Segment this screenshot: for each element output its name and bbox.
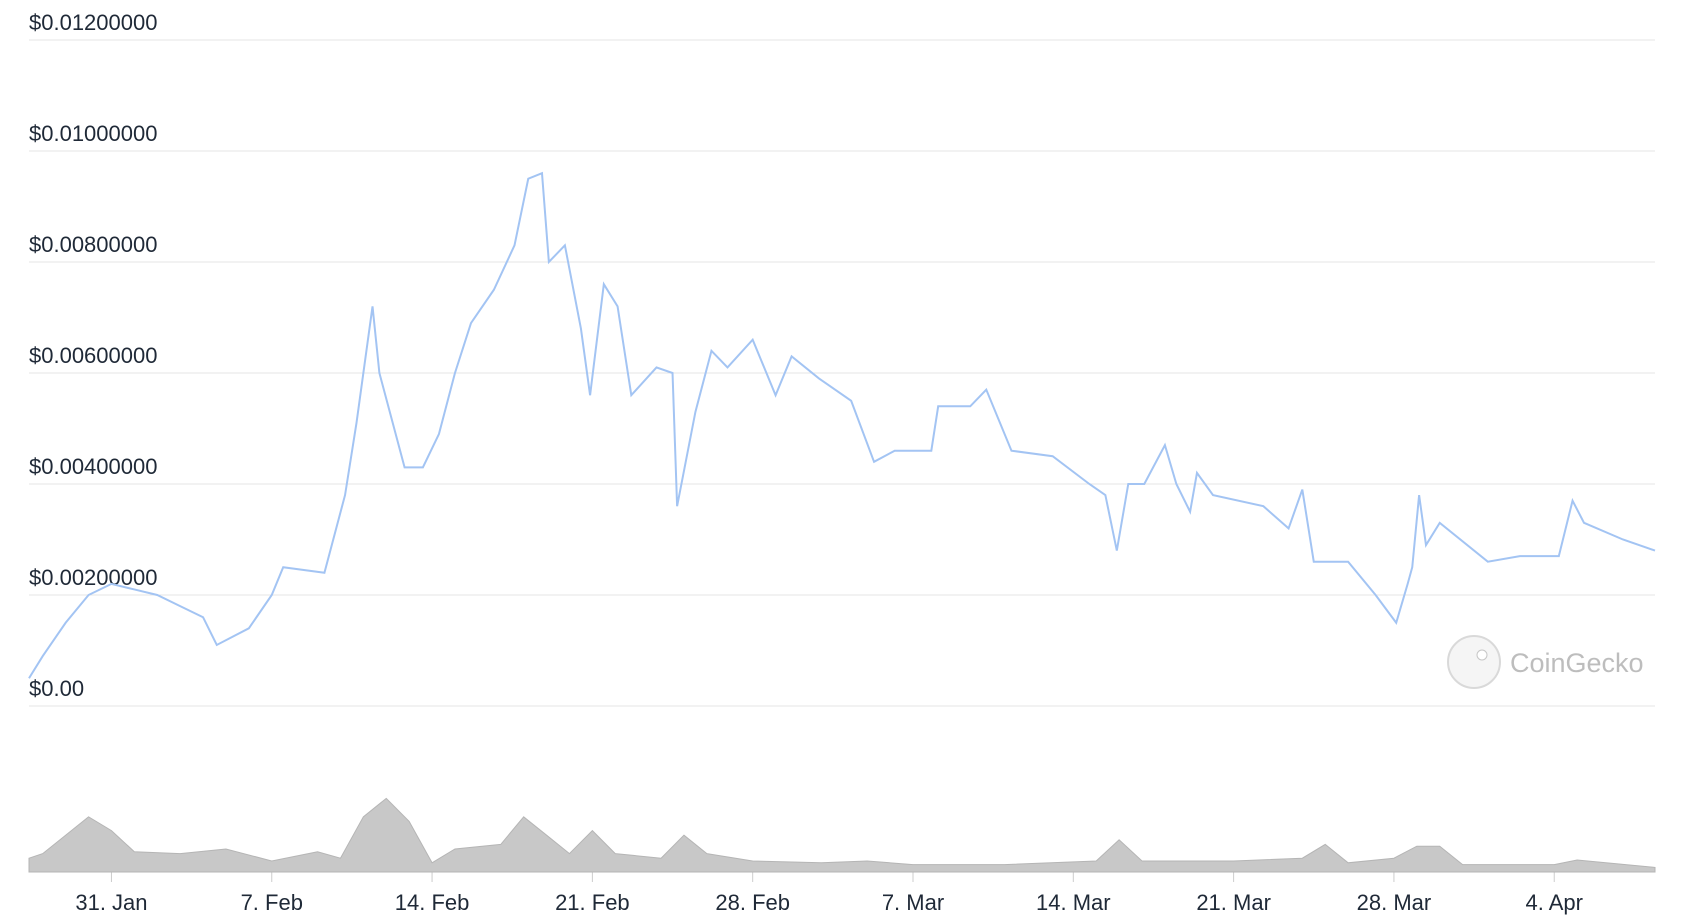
x-tick-label: 28. Mar — [1357, 890, 1432, 915]
y-tick-label: $0.00800000 — [29, 232, 157, 257]
watermark-logo — [1447, 635, 1501, 689]
y-tick-label: $0.01200000 — [29, 10, 157, 35]
watermark-text: CoinGecko — [1510, 648, 1644, 678]
x-tick-label: 14. Feb — [395, 890, 470, 915]
x-tick-label: 21. Feb — [555, 890, 630, 915]
y-tick-label: $0.00200000 — [29, 565, 157, 590]
x-tick-label: 28. Feb — [715, 890, 790, 915]
watermark: CoinGecko — [1447, 635, 1644, 689]
x-tick-label: 21. Mar — [1196, 890, 1271, 915]
x-tick-label: 7. Mar — [882, 890, 944, 915]
x-tick-label: 7. Feb — [241, 890, 303, 915]
x-tick-label: 31. Jan — [75, 890, 147, 915]
x-tick-label: 4. Apr — [1525, 890, 1582, 915]
y-tick-label: $0.00400000 — [29, 454, 157, 479]
watermark-eye — [1476, 649, 1488, 661]
y-tick-label: $0.00600000 — [29, 343, 157, 368]
y-tick-label: $0.01000000 — [29, 121, 157, 146]
price-line — [28, 171, 1656, 679]
y-tick-label: $0.00 — [29, 676, 84, 701]
volume-area — [28, 797, 1656, 873]
x-tick-label: 14. Mar — [1036, 890, 1111, 915]
